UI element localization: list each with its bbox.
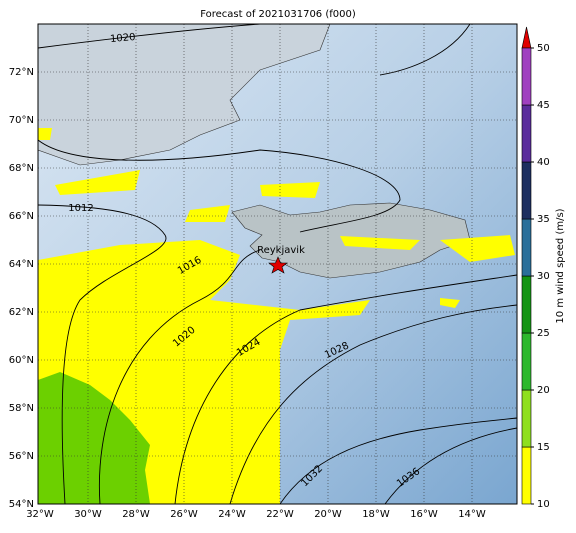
colorbar-tick-label: 45 [537,100,550,111]
isobar [279,417,517,504]
colorbar-segment [521,446,532,505]
colorbar-tick-label: 50 [537,43,550,54]
city-marker [268,256,288,274]
colorbar-segment [521,389,532,448]
colorbar-extend [521,26,532,49]
isobars [38,24,517,504]
lat-label: 70°N [9,115,34,126]
lon-labels: 32°W 30°W 28°W 26°W 24°W 22°W 20°W 18°W … [26,509,486,520]
colorbar-tick-label: 25 [537,328,550,339]
lat-label: 72°N [9,67,34,78]
lat-label: 54°N [9,499,34,510]
lon-label: 14°W [458,509,486,520]
isobar [229,304,517,504]
colorbar-tick-label: 30 [537,271,550,282]
colorbar: 10 15 20 25 30 35 40 45 50 [521,26,550,510]
isobar [379,24,471,76]
colorbar-tick-label: 20 [537,385,550,396]
isobar [174,274,517,504]
title: Forecast of 2021031706 (f000) [200,9,356,20]
colorbar-segment [521,275,532,334]
lon-label: 20°W [314,509,342,520]
isobar-label: 1012 [68,203,93,214]
greenland [38,24,331,166]
lon-label: 30°W [74,509,102,520]
colorbar-label: 10 m wind speed (m/s) [555,208,566,323]
lat-label: 62°N [9,307,34,318]
map-frame [37,23,518,505]
colorbar-tick-label: 15 [537,442,550,453]
lon-label: 16°W [410,509,438,520]
lon-label: 18°W [362,509,390,520]
lat-labels: 72°N 70°N 68°N 66°N 64°N 62°N 60°N 58°N … [9,67,34,510]
colorbar-segment [521,218,532,277]
isobar [38,139,401,233]
colorbar-segment [521,332,532,391]
map: 1020 1012 1016 1020 1024 1028 1032 1036 … [38,24,517,504]
colorbar-segment [521,47,532,106]
isobar-label: 1020 [110,32,136,45]
city-label: Reykjavik [257,245,305,256]
wind-15-20 [38,372,150,504]
lat-label: 58°N [9,403,34,414]
lat-label: 64°N [9,259,34,270]
lat-label: 68°N [9,163,34,174]
isobar [384,427,517,504]
colorbar-tick-label: 10 [537,499,550,510]
lon-label: 28°W [122,509,150,520]
colorbar-segment [521,104,532,163]
colorbar-tick-label: 40 [537,157,550,168]
lat-label: 60°N [9,355,34,366]
colorbar-tick-label: 35 [537,214,550,225]
isobar [38,204,167,504]
colorbar-segment [521,161,532,220]
lon-label: 26°W [170,509,198,520]
graticule [38,24,517,504]
lat-label: 56°N [9,451,34,462]
isobar [98,249,261,504]
lon-label: 32°W [26,509,54,520]
isobar [38,24,261,49]
lat-label: 66°N [9,211,34,222]
lon-label: 24°W [218,509,246,520]
lon-label: 22°W [266,509,294,520]
